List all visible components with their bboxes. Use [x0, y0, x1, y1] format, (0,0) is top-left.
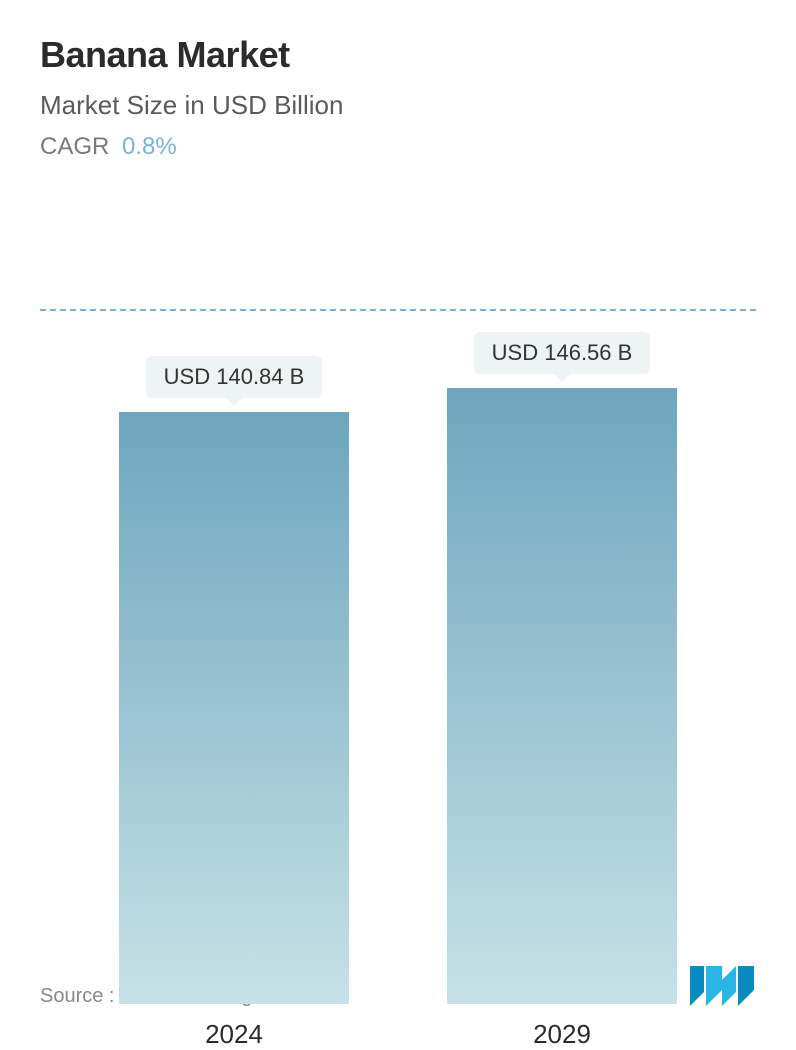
bar-value-label: USD 140.84 B [146, 356, 323, 398]
header: Banana Market Market Size in USD Billion… [40, 34, 756, 161]
cagr-row: CAGR 0.8% [40, 133, 756, 161]
bar-year-label: 2024 [104, 1019, 364, 1050]
bar-block-2024: USD 140.84 B2024 [104, 412, 364, 1004]
page-title: Banana Market [40, 34, 756, 76]
subtitle: Market Size in USD Billion [40, 90, 756, 121]
bar [447, 388, 677, 1004]
source-prefix: Source : [40, 985, 114, 1007]
bar-year-label: 2029 [432, 1019, 692, 1050]
infographic-container: Banana Market Market Size in USD Billion… [0, 0, 796, 1034]
bar [119, 412, 349, 1004]
bars-wrap: USD 140.84 B2024 USD 146.56 B2029 [40, 231, 756, 1004]
chart-area: USD 140.84 B2024 USD 146.56 B2029 [40, 231, 756, 1004]
logo-icon [688, 964, 756, 1008]
bar-value-label: USD 146.56 B [474, 332, 651, 374]
cagr-label: CAGR [40, 133, 109, 160]
cagr-value: 0.8% [122, 133, 177, 160]
reference-line [40, 309, 756, 311]
bar-block-2029: USD 146.56 B2029 [432, 388, 692, 1004]
